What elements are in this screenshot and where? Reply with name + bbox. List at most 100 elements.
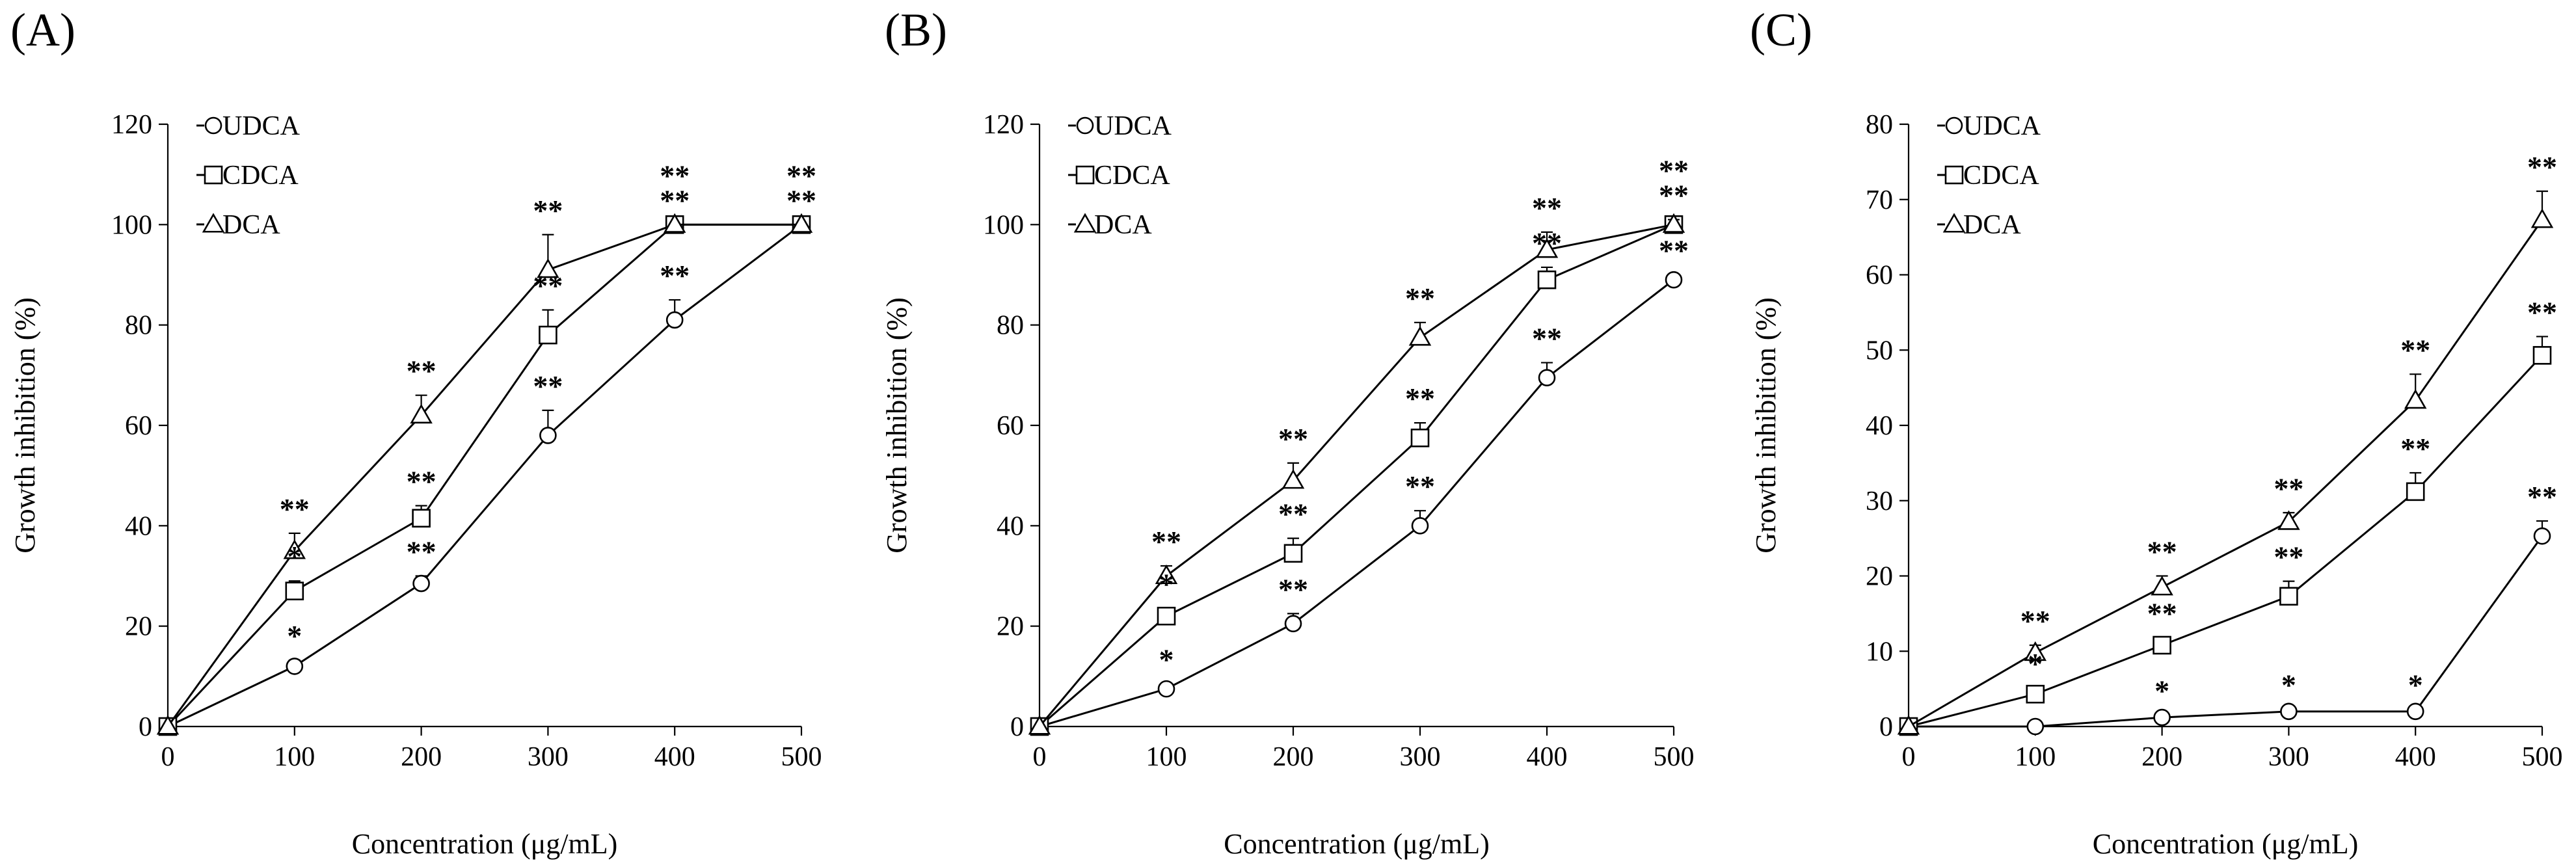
series-dca (1897, 190, 2554, 735)
significance-label: ** (786, 159, 816, 192)
data-point-dca (2530, 208, 2554, 228)
significance-label: * (1159, 643, 1174, 676)
x-tick-label: 0 (161, 742, 175, 772)
significance-label: ** (1278, 422, 1308, 455)
significance-label: * (2028, 647, 2043, 680)
significance-label: ** (1659, 154, 1689, 187)
data-point-udca (2026, 717, 2045, 736)
significance-label: ** (660, 259, 690, 292)
data-point-cdca (1283, 544, 1303, 563)
y-tick-label: 60 (997, 411, 1024, 441)
series-dca (1028, 213, 1685, 735)
significance-label: ** (1151, 525, 1181, 558)
significance-label: ** (1659, 179, 1689, 212)
legend-label-cdca: CDCA (1963, 161, 2039, 191)
y-tick-label: 60 (125, 411, 152, 441)
series-line-udca (1039, 279, 1674, 728)
significance-label: ** (2527, 480, 2557, 513)
significance-label: ** (2274, 540, 2303, 574)
y-tick-label: 20 (1866, 562, 1893, 592)
legend-marker-udca (204, 116, 222, 135)
data-point-cdca (2153, 635, 2171, 655)
y-tick-label: 0 (139, 712, 152, 742)
panel-label: (C) (1750, 4, 1812, 56)
x-tick-label: 400 (2395, 742, 2436, 772)
significance-label: ** (1659, 234, 1689, 267)
x-tick-label: 500 (2522, 742, 2563, 772)
significance-label: * (2281, 668, 2296, 701)
data-point-cdca (539, 325, 557, 345)
y-tick-label: 20 (997, 612, 1024, 642)
x-tick-label: 300 (1400, 742, 1441, 772)
data-point-dca (663, 213, 686, 233)
significance-label: * (2408, 668, 2423, 701)
y-tick-label: 20 (125, 612, 152, 642)
data-point-udca (2153, 708, 2171, 727)
significance-label: ** (2400, 432, 2430, 465)
y-tick-label: 10 (1866, 637, 1893, 667)
data-point-dca (410, 403, 433, 424)
series-line-dca (1908, 219, 2543, 728)
significance-label: ** (1278, 498, 1308, 531)
data-point-dca (283, 539, 306, 559)
legend-label-dca: DCA (222, 210, 280, 240)
y-axis-title: Growth inhibition (%) (9, 297, 41, 554)
x-tick-label: 500 (781, 742, 822, 772)
series-line-cdca (1039, 223, 1674, 728)
x-tick-label: 500 (1654, 742, 1695, 772)
legend-marker-cdca (204, 165, 223, 185)
y-tick-label: 40 (1866, 411, 1893, 441)
y-tick-label: 120 (983, 110, 1024, 140)
legend-label-dca: DCA (1094, 210, 1152, 240)
data-point-dca (790, 213, 813, 233)
data-point-cdca (1410, 428, 1430, 447)
significance-label: ** (2147, 596, 2177, 630)
series-cdca (158, 215, 811, 736)
significance-label: * (2154, 674, 2169, 708)
y-tick-label: 50 (1866, 336, 1893, 366)
series-line-dca (1038, 223, 1674, 727)
x-tick-label: 300 (2268, 742, 2309, 772)
series-line-dca (167, 223, 801, 727)
legend-label-cdca: CDCA (1094, 161, 1170, 191)
significance-label: * (1159, 568, 1174, 601)
data-point-udca (2406, 702, 2424, 721)
legend-marker-cdca (1075, 165, 1095, 185)
significance-label: ** (2274, 472, 2303, 505)
legend: UDCA CDCA DCA (196, 111, 301, 240)
significance-label: ** (1278, 572, 1308, 606)
data-point-cdca (2026, 684, 2045, 704)
y-tick-label: 80 (125, 311, 152, 341)
significance-label: * (287, 619, 302, 652)
legend-label-udca: UDCA (222, 111, 301, 141)
data-point-cdca (2532, 346, 2552, 365)
x-tick-label: 400 (1527, 742, 1568, 772)
x-tick-label: 300 (528, 742, 569, 772)
panel-2: (C) 0 10 20 30 40 50 60 70 80 0 100 200 300 400 500 Conc… (1750, 4, 2563, 860)
series-udca (159, 216, 811, 736)
data-point-udca (1411, 517, 1429, 535)
data-point-cdca (2279, 587, 2298, 606)
data-point-dca (2277, 510, 2300, 530)
y-tick-label: 0 (1010, 712, 1024, 742)
data-point-dca (1155, 564, 1178, 585)
series-line-udca (167, 224, 802, 728)
y-tick-label: 0 (1879, 712, 1893, 742)
legend-marker-udca (1076, 116, 1094, 135)
data-point-udca (539, 427, 557, 444)
legend-marker-dca (202, 213, 225, 233)
x-axis-title: Concentration (μg/mL) (352, 828, 617, 860)
significance-label: * (287, 540, 302, 573)
data-point-dca (156, 715, 180, 735)
legend-marker-udca (1945, 116, 1963, 135)
significance-label: ** (1532, 191, 1562, 224)
significance-label: ** (1532, 322, 1562, 355)
significance-label: ** (407, 535, 436, 568)
y-tick-label: 100 (111, 210, 152, 240)
data-point-cdca (2406, 482, 2425, 501)
significance-label: ** (1532, 226, 1562, 260)
significance-label: ** (280, 492, 310, 526)
significance-label: ** (1405, 282, 1435, 315)
y-tick-label: 80 (1866, 110, 1893, 140)
